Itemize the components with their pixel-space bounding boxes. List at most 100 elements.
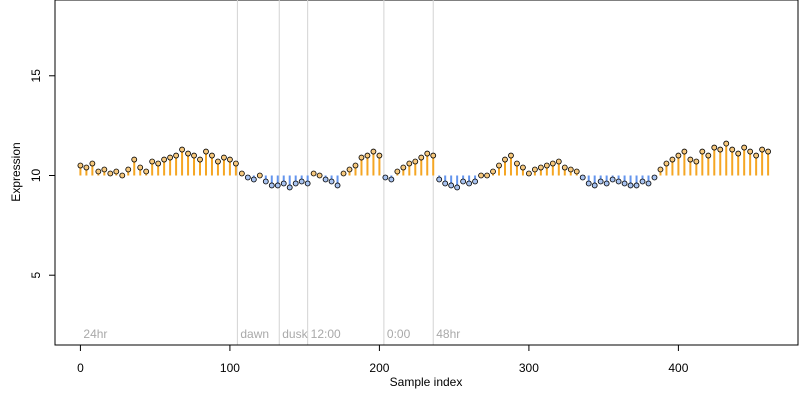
data-point — [490, 168, 496, 175]
data-point — [711, 144, 718, 151]
data-point — [179, 146, 185, 153]
data-point — [388, 176, 395, 183]
data-point — [262, 178, 269, 185]
data-point — [250, 176, 257, 183]
data-point — [352, 162, 359, 169]
data-point — [430, 152, 437, 159]
data-point — [549, 160, 556, 167]
y-axis-label: Expression — [9, 142, 23, 201]
data-point — [340, 170, 347, 177]
data-point — [310, 170, 317, 177]
segment-label: 12:00 — [311, 327, 341, 341]
data-point — [113, 168, 120, 175]
data-point — [579, 174, 586, 181]
data-point — [531, 166, 538, 173]
data-point — [669, 156, 676, 163]
data-point — [591, 182, 598, 189]
data-point — [735, 150, 742, 157]
data-point — [484, 172, 490, 179]
data-point — [256, 172, 263, 179]
data-point — [681, 148, 688, 155]
data-point — [77, 162, 84, 169]
y-tick-label: 15 — [29, 69, 43, 83]
data-point — [567, 166, 574, 173]
data-point — [424, 150, 431, 157]
data-point — [759, 146, 766, 153]
data-point — [657, 166, 664, 173]
data-point — [412, 158, 419, 165]
data-point — [101, 166, 108, 173]
data-point — [615, 178, 622, 185]
data-point — [143, 168, 150, 175]
data-point — [125, 166, 132, 173]
data-point — [520, 164, 526, 171]
data-point — [268, 182, 275, 189]
x-tick-label: 0 — [77, 361, 84, 375]
data-point — [161, 156, 168, 163]
data-point — [651, 174, 658, 181]
data-point — [227, 156, 233, 163]
data-point — [119, 172, 126, 179]
data-point — [364, 152, 371, 159]
data-point — [537, 164, 544, 171]
data-point — [717, 146, 724, 153]
data-point — [472, 178, 478, 185]
data-point — [370, 148, 377, 155]
data-point — [675, 152, 682, 159]
data-point — [687, 156, 694, 163]
data-point — [292, 180, 299, 187]
data-point — [502, 156, 508, 163]
segment-label: dusk — [282, 327, 308, 341]
data-point — [191, 152, 197, 159]
data-point — [741, 144, 748, 151]
x-axis-label: Sample index — [390, 375, 463, 389]
data-point — [729, 146, 736, 153]
data-point — [89, 160, 96, 167]
data-point — [663, 160, 670, 167]
data-point — [185, 150, 191, 157]
data-point — [149, 158, 156, 165]
data-point — [633, 182, 640, 189]
data-point — [418, 154, 425, 161]
segment-label: dawn — [240, 327, 269, 341]
data-point — [173, 152, 179, 159]
data-point — [442, 180, 449, 187]
data-point — [561, 164, 568, 171]
data-point — [747, 148, 754, 155]
data-point — [693, 158, 700, 165]
data-point — [334, 182, 341, 189]
data-point — [597, 178, 604, 185]
data-point — [298, 178, 305, 185]
data-point — [95, 168, 102, 175]
data-point — [645, 180, 652, 187]
data-point — [448, 182, 455, 189]
data-point — [514, 160, 520, 167]
data-point — [478, 172, 484, 179]
data-point — [603, 180, 610, 187]
data-point — [244, 174, 251, 181]
segment-label: 24hr — [83, 327, 107, 341]
data-point — [358, 154, 365, 161]
data-point — [460, 178, 467, 185]
x-tick-label: 400 — [668, 361, 688, 375]
data-point — [639, 178, 646, 185]
data-point — [221, 154, 227, 161]
data-point — [346, 166, 353, 173]
data-point — [573, 168, 580, 175]
data-point — [280, 180, 287, 187]
data-point — [705, 152, 712, 159]
data-point — [765, 148, 772, 155]
data-point — [394, 168, 401, 175]
segment-label: 48hr — [436, 327, 460, 341]
data-point — [155, 160, 162, 167]
data-point — [526, 170, 532, 177]
data-point — [203, 148, 209, 155]
data-point — [454, 184, 461, 191]
data-point — [585, 180, 592, 187]
data-point — [508, 152, 514, 159]
data-point — [496, 162, 502, 169]
data-point — [723, 140, 730, 147]
data-point — [543, 162, 550, 169]
